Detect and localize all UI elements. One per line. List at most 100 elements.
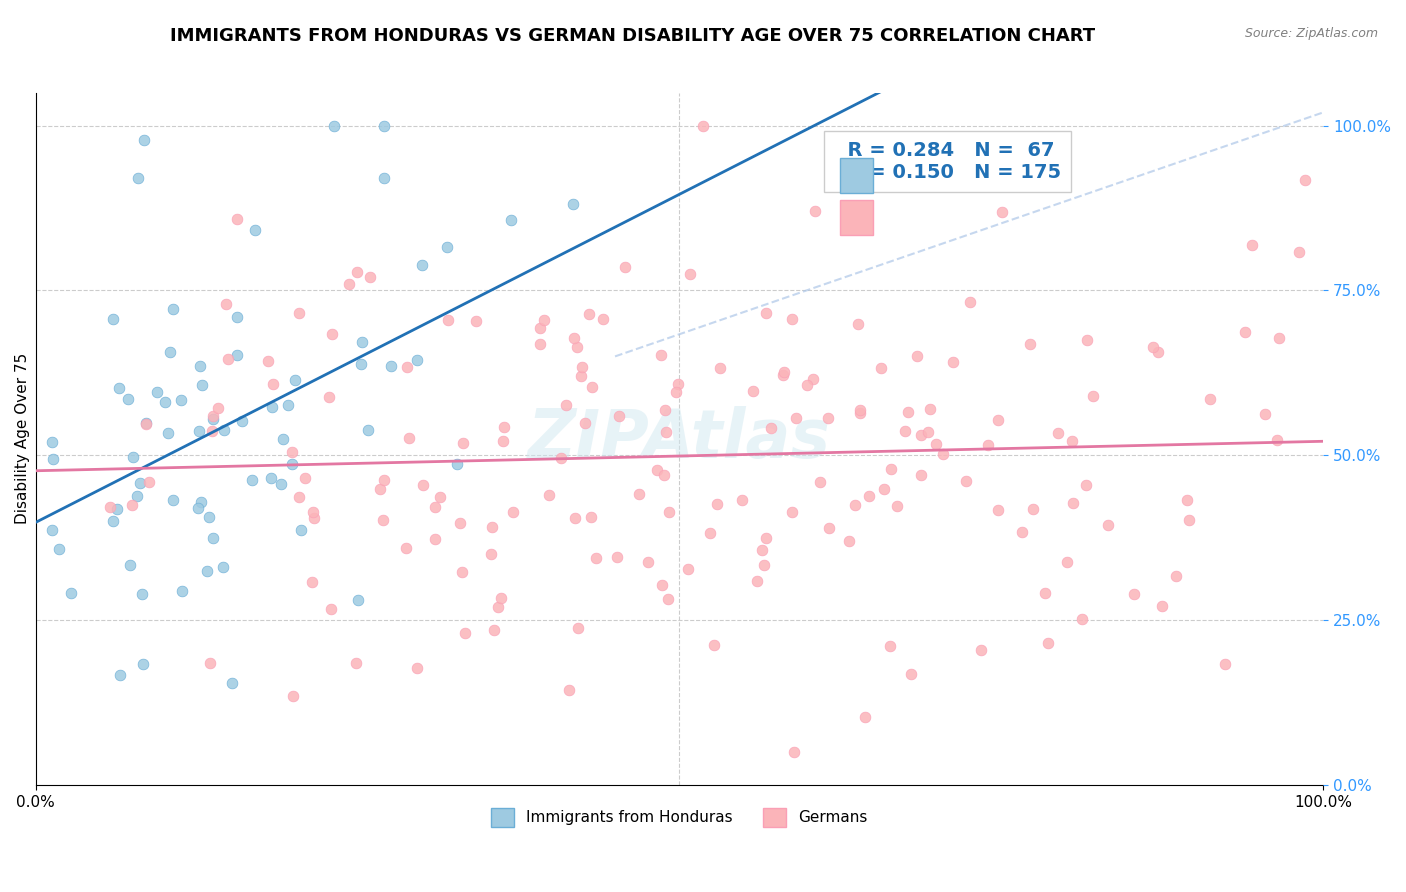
Point — [60, 585, 83, 599]
Point — [1175, 493, 1198, 508]
Point — [550, 450, 572, 465]
Point — [1076, 333, 1098, 347]
Point — [1012, 156, 1035, 170]
Point — [1142, 340, 1164, 354]
Point — [1199, 392, 1222, 406]
Point — [359, 270, 381, 285]
Point — [226, 348, 249, 362]
Point — [578, 307, 600, 321]
Point — [346, 593, 368, 607]
Point — [897, 405, 920, 419]
Point — [201, 411, 224, 425]
Point — [910, 468, 932, 483]
Point — [699, 526, 721, 541]
Point — [606, 549, 628, 564]
Point — [905, 349, 928, 363]
Point — [429, 490, 451, 504]
Point — [502, 504, 524, 518]
Point — [287, 490, 309, 504]
Point — [803, 203, 825, 218]
Point — [281, 690, 304, 704]
Point — [256, 354, 278, 368]
Point — [1097, 517, 1119, 532]
Point — [453, 436, 475, 450]
Point — [709, 361, 731, 376]
Point — [217, 352, 239, 367]
Point — [900, 666, 922, 681]
Point — [1062, 496, 1084, 510]
Point — [132, 657, 155, 671]
Point — [886, 500, 908, 514]
Point — [406, 661, 429, 675]
Point — [751, 542, 773, 557]
Point — [554, 398, 576, 412]
Point — [1265, 433, 1288, 447]
Point — [796, 378, 818, 392]
Point — [281, 445, 304, 459]
Point — [301, 574, 323, 589]
Point — [212, 560, 235, 574]
Point — [425, 532, 447, 546]
Point — [48, 541, 70, 556]
Point — [894, 425, 917, 439]
Point — [808, 475, 831, 490]
Point — [301, 505, 323, 519]
Point — [395, 359, 418, 374]
Point — [942, 355, 965, 369]
Point — [654, 403, 676, 417]
Point — [127, 170, 149, 185]
Point — [579, 509, 602, 524]
Point — [243, 222, 266, 236]
Point — [125, 489, 148, 503]
Point — [346, 656, 368, 670]
Point — [780, 505, 803, 519]
Point — [1033, 586, 1056, 600]
Point — [499, 213, 522, 227]
Point — [917, 425, 939, 439]
Point — [240, 473, 263, 487]
Point — [1254, 407, 1277, 421]
Point — [581, 380, 603, 394]
Point — [745, 574, 768, 588]
Point — [187, 500, 209, 515]
Point — [294, 471, 316, 485]
Point — [849, 406, 872, 420]
Point — [465, 314, 488, 328]
Point — [337, 277, 360, 292]
Point — [1152, 599, 1174, 613]
Point — [529, 337, 551, 351]
Point — [262, 376, 284, 391]
Point — [134, 417, 156, 431]
Point — [350, 334, 373, 349]
Point — [153, 395, 176, 409]
Point — [454, 626, 477, 640]
Point — [170, 583, 193, 598]
FancyBboxPatch shape — [841, 159, 873, 193]
Point — [117, 392, 139, 407]
Point — [479, 547, 502, 561]
Point — [159, 344, 181, 359]
Point — [412, 478, 434, 492]
Point — [1241, 237, 1264, 252]
Point — [170, 392, 193, 407]
Point — [987, 503, 1010, 517]
Point — [987, 413, 1010, 427]
Point — [107, 381, 129, 395]
Point — [772, 365, 794, 379]
Point — [533, 313, 555, 327]
Point — [214, 423, 236, 437]
Point — [449, 516, 471, 530]
Point — [731, 492, 754, 507]
Point — [288, 306, 311, 320]
Point — [215, 297, 238, 311]
Point — [120, 558, 142, 572]
Point — [380, 359, 402, 373]
Point — [1060, 434, 1083, 448]
Point — [1011, 524, 1033, 539]
Point — [925, 437, 948, 451]
Text: Source: ZipAtlas.com: Source: ZipAtlas.com — [1244, 27, 1378, 40]
Point — [321, 602, 343, 616]
Point — [280, 457, 302, 471]
Point — [1288, 245, 1310, 260]
Point — [1038, 636, 1060, 650]
